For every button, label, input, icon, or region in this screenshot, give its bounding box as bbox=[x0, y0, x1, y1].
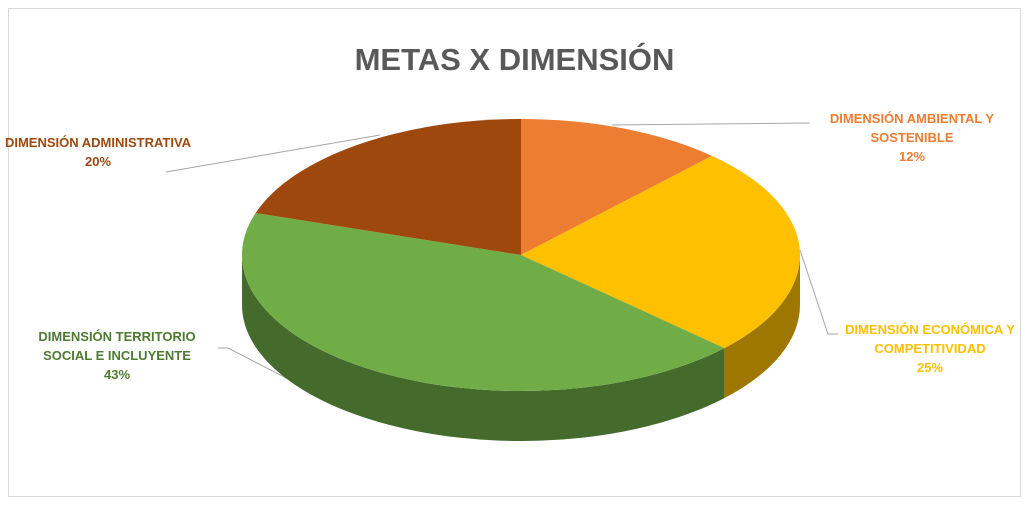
leader-line bbox=[165, 134, 381, 173]
data-label: DIMENSIÓN ADMINISTRATIVA 20% bbox=[0, 133, 198, 171]
pie-slice bbox=[242, 212, 725, 391]
value-label: 20% bbox=[84, 154, 112, 169]
pie-slice bbox=[255, 119, 522, 255]
pie-slice bbox=[521, 155, 800, 349]
leader-line bbox=[799, 249, 838, 335]
category-label: DIMENSIÓN TERRITORIO SOCIAL E INCLUYENTE bbox=[38, 329, 196, 363]
data-label: DIMENSIÓN ECONÓMICA Y COMPETITIVIDAD 25% bbox=[830, 320, 1029, 377]
pie-tops bbox=[242, 119, 800, 391]
category-label: DIMENSIÓN ECONÓMICA Y COMPETITIVIDAD bbox=[845, 322, 1015, 356]
pie-side bbox=[724, 255, 800, 399]
pie-slice bbox=[521, 119, 712, 255]
category-label: DIMENSIÓN ADMINISTRATIVA bbox=[4, 135, 192, 150]
pie-sides bbox=[241, 255, 800, 441]
chart-title: METAS X DIMENSIÓN bbox=[354, 42, 675, 77]
value-label: 43% bbox=[103, 367, 131, 382]
data-label: DIMENSIÓN TERRITORIO SOCIAL E INCLUYENTE… bbox=[17, 327, 217, 384]
data-label: DIMENSIÓN AMBIENTAL Y SOSTENIBLE 12% bbox=[812, 109, 1012, 166]
value-label: 25% bbox=[916, 360, 944, 375]
leader-lines bbox=[165, 122, 838, 413]
category-label: DIMENSIÓN AMBIENTAL Y SOSTENIBLE bbox=[829, 111, 995, 145]
value-label: 12% bbox=[898, 149, 926, 164]
pie-side bbox=[241, 255, 725, 441]
leader-line bbox=[611, 122, 811, 126]
